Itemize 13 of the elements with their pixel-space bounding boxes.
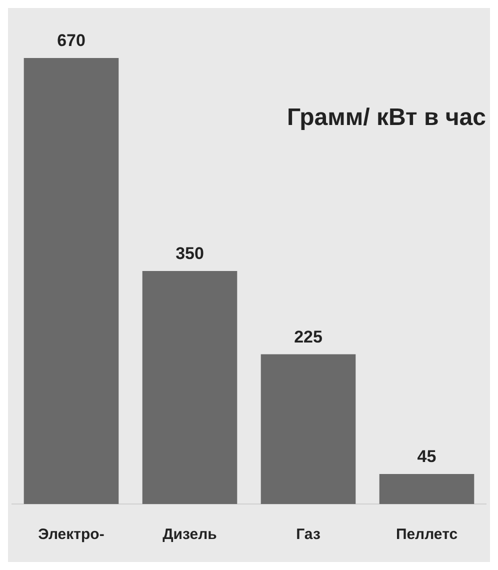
x-tick-label: Газ — [296, 526, 320, 544]
data-label: 350 — [176, 244, 204, 264]
data-label: 670 — [57, 31, 86, 50]
bar — [260, 354, 356, 504]
bar — [142, 271, 238, 504]
data-label: 225 — [294, 327, 322, 346]
x-tick-label: Пеллетс — [396, 526, 458, 544]
data-label: 45 — [417, 447, 436, 466]
text: Грамм/ кВт в час — [286, 104, 486, 132]
x-tick-label: Дизель — [162, 526, 217, 544]
x-tick-label: Электро- — [38, 526, 104, 544]
bar — [379, 474, 474, 504]
bar — [24, 58, 119, 504]
